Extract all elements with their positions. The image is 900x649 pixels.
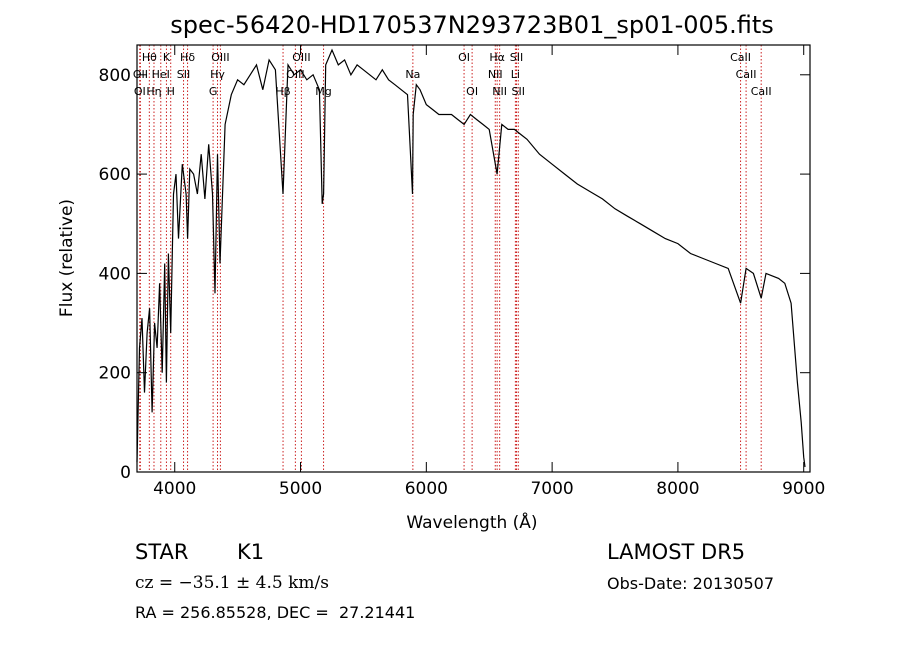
- object-class: STAR: [135, 540, 189, 564]
- line-label: G: [209, 85, 218, 98]
- x-axis-label: Wavelength (Å): [406, 511, 537, 533]
- x-axis: 4000 5000 6000 7000 8000 9000: [153, 45, 825, 499]
- y-axis: 0 200 400 600 800: [99, 66, 810, 483]
- line-label: Hη: [146, 85, 161, 98]
- redshift-text: cz = −35.1 ± 4.5 km/s: [135, 573, 329, 593]
- line-label: OIII: [292, 51, 310, 64]
- line-label: SII: [510, 51, 523, 64]
- x-tick-label: 7000: [530, 479, 573, 499]
- line-label: Na: [405, 68, 420, 81]
- y-tick-label: 800: [99, 66, 131, 86]
- line-label: CaII: [736, 68, 757, 81]
- obs-date: Obs-Date: 20130507: [607, 574, 775, 593]
- y-tick-label: 400: [99, 264, 131, 284]
- y-axis-label: Flux (relative): [57, 199, 77, 317]
- survey-name: LAMOST DR5: [607, 540, 746, 564]
- spectral-subclass: K1: [237, 540, 265, 564]
- line-label: NII: [488, 68, 503, 81]
- line-label: OI: [134, 85, 146, 98]
- x-tick-label: 8000: [656, 479, 699, 499]
- line-label: NII: [492, 85, 507, 98]
- line-label: Hγ: [210, 68, 225, 81]
- y-tick-label: 0: [120, 463, 131, 483]
- line-label: CaII: [730, 51, 751, 64]
- chart-title: spec-56420-HD170537N293723B01_sp01-005.f…: [170, 11, 774, 39]
- x-tick-label: 6000: [405, 479, 448, 499]
- line-label: CaII: [751, 85, 772, 98]
- plot-frame: [136, 44, 811, 473]
- x-tick-label: 9000: [782, 479, 825, 499]
- line-label: SII: [177, 68, 190, 81]
- line-label: K: [163, 51, 171, 64]
- line-marker-layer: [139, 45, 762, 472]
- line-label: OIII: [211, 51, 229, 64]
- line-label: SII: [512, 85, 525, 98]
- line-label: OI: [458, 51, 470, 64]
- line-label: Hδ: [180, 51, 195, 64]
- line-label: Hθ: [142, 51, 157, 64]
- line-label: Li: [511, 68, 520, 81]
- line-label: OI: [466, 85, 478, 98]
- x-tick-label: 4000: [153, 479, 196, 499]
- coordinates: RA = 256.85528, DEC = 27.21441: [135, 603, 416, 622]
- y-tick-label: 200: [99, 364, 131, 384]
- line-label: HeI: [152, 68, 170, 81]
- y-tick-label: 600: [99, 165, 131, 185]
- line-label: H: [167, 85, 175, 98]
- line-label: Hβ: [275, 85, 290, 98]
- line-label: Hα: [489, 51, 505, 64]
- x-tick-label: 5000: [279, 479, 322, 499]
- spectrum-line: [136, 48, 806, 468]
